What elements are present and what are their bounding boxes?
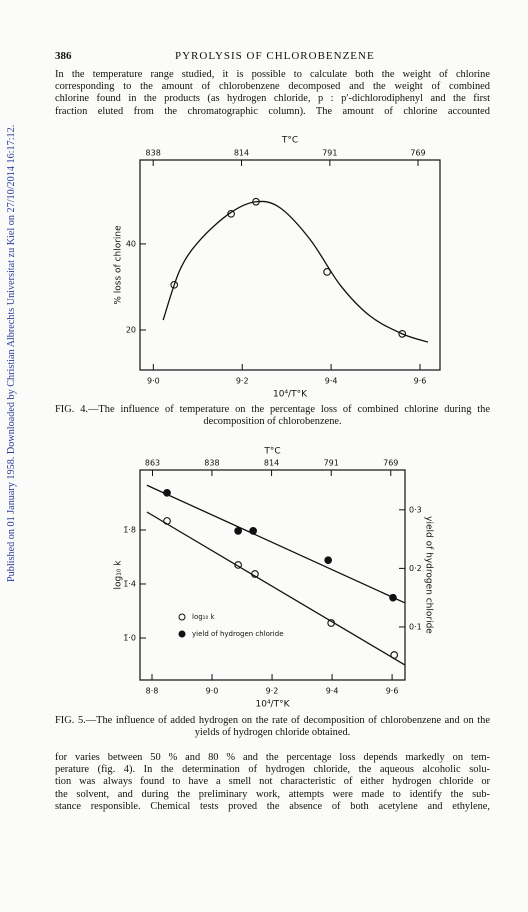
y-tick-label: 40 [126,239,136,248]
y-axis-label: % loss of chlorine [114,225,124,305]
x2-tick-label: 838 [204,459,219,468]
x-axis-label: 10⁴/T°K [273,390,308,400]
plot-frame [139,469,406,681]
x-tick-label: 8·8 [146,687,159,696]
x-tick-label: 9·6 [414,377,427,386]
y-axis-label: log₁₀ k [114,560,124,590]
x2-axis-label: T°C [263,447,280,457]
x-tick-label: 9·0 [206,687,219,696]
y2-tick-label: 0·1 [409,622,422,631]
y-tick-label: 20 [126,325,136,334]
y2-axis-label: yield of hydrogen chloride [424,516,434,634]
text-line: corresponding to the amount of chloroben… [55,81,490,93]
legend-label: yield of hydrogen chloride [192,630,284,638]
x-tick-label: 9·2 [236,377,249,386]
x2-tick-label: 769 [383,459,398,468]
legend-label: log₁₀ k [192,613,216,621]
text-line: stance responsible. Chemical tests prove… [55,800,490,812]
text-line: the solvent, and during the preliminary … [55,788,490,800]
y-tick-label: 1̄·0 [123,634,136,643]
x2-axis-label: T°C [281,136,298,146]
text-line: fraction eluted from the chromatographic… [55,105,490,117]
x2-tick-label: 769 [410,149,425,158]
x2-tick-label: 791 [324,459,339,468]
text-line: for varies between 50 % and 80 % and the… [55,752,490,763]
y2-tick-label: 0·2 [409,564,422,573]
x2-tick-label: 791 [322,149,337,158]
x2-tick-label: 814 [264,459,279,468]
fit-line [146,511,406,666]
data-point [324,556,333,565]
fit-line [162,200,429,343]
paragraph: In the temperature range studied, it is … [55,69,490,118]
x2-tick-label: 838 [146,149,161,158]
data-point [234,527,242,535]
y-tick-label: 1̄·8 [123,525,136,534]
fit-line [146,484,406,604]
x-tick-label: 9·2 [266,687,279,696]
x-tick-label: 9·4 [326,687,339,696]
x-tick-label: 9·0 [147,377,160,386]
paragraph: for varies between 50 % and 80 % and the… [55,752,490,813]
figure-caption: FIG. 5.—The influence of added hydrogen … [55,715,490,739]
text-line: chlorine found in the products (as hydro… [55,93,490,105]
x-axis-label: 10⁴/T°K [256,700,291,710]
y-tick-label: 1̄·4 [123,579,136,588]
figure-caption: FIG. 4.—The influence of temperature on … [55,404,490,428]
x2-tick-label: 863 [145,459,160,468]
x-tick-label: 9·6 [386,687,399,696]
data-point [227,209,235,218]
legend-marker [178,630,186,638]
text-line: tion was always found to have a smell no… [55,776,490,788]
legend-marker [178,613,186,621]
plot-frame [139,159,441,371]
text-line: In the temperature range studied, it is … [55,69,490,80]
x2-tick-label: 814 [234,149,249,158]
x-tick-label: 9·4 [325,377,338,386]
text-line: perature (fig. 4). In the determination … [55,764,490,776]
y2-tick-label: 0·3 [409,505,422,514]
running-title: PYROLYSIS OF CHLOROBENZENE [175,50,375,62]
page-number: 386 [55,50,72,62]
